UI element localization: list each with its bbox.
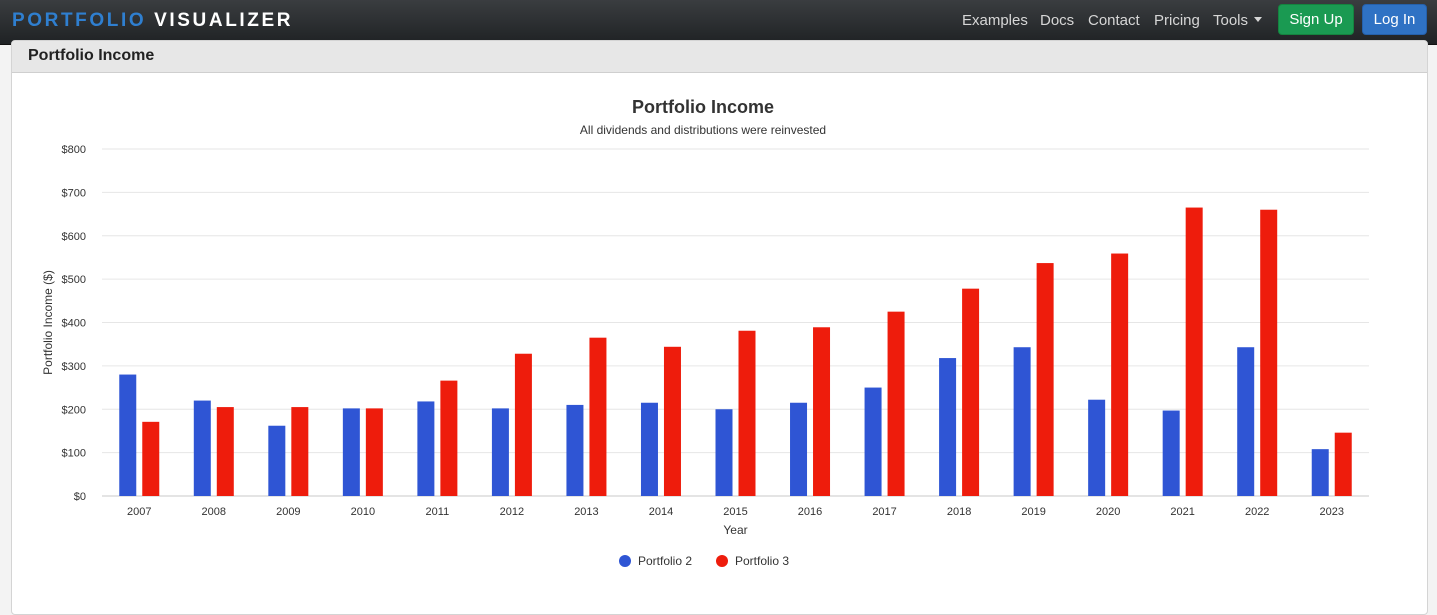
- legend-label-portfolio-3: Portfolio 3: [735, 554, 789, 568]
- panel-title: Portfolio Income: [28, 47, 155, 64]
- bar-portfolio-3-2017: [887, 311, 905, 496]
- bar-portfolio-3-2011: [440, 380, 458, 496]
- bar-portfolio-2-2019: [1013, 347, 1031, 496]
- x-tick-label: 2009: [276, 506, 300, 518]
- x-tick-label: 2021: [1170, 506, 1194, 518]
- bar-portfolio-2-2012: [491, 408, 509, 496]
- bar-portfolio-2-2020: [1088, 399, 1106, 496]
- nav-examples-link[interactable]: Examples: [962, 12, 1028, 29]
- bar-portfolio-2-2010: [342, 408, 360, 496]
- y-tick-label: $300: [62, 361, 86, 373]
- bar-portfolio-2-2023: [1311, 449, 1329, 496]
- bar-portfolio-3-2022: [1260, 209, 1278, 496]
- bar-portfolio-3-2007: [142, 421, 160, 496]
- nav-tools-dropdown[interactable]: Tools: [1213, 12, 1263, 29]
- bar-portfolio-3-2015: [738, 330, 756, 496]
- y-tick-label: $800: [62, 144, 86, 156]
- brand-logo[interactable]: PORTFOLIO VISUALIZER: [12, 10, 293, 32]
- bar-portfolio-2-2016: [790, 402, 808, 496]
- x-axis-label: Year: [723, 523, 747, 537]
- x-tick-label: 2014: [649, 506, 673, 518]
- bar-portfolio-2-2009: [268, 425, 286, 496]
- bar-portfolio-2-2008: [193, 400, 211, 496]
- legend-marker-portfolio-3: [716, 555, 728, 567]
- y-tick-label: $400: [62, 318, 86, 330]
- caret-down-icon: [1254, 17, 1263, 22]
- x-tick-label: 2018: [947, 506, 971, 518]
- bar-portfolio-3-2013: [589, 337, 607, 496]
- x-tick-label: 2010: [351, 506, 375, 518]
- signup-button[interactable]: Sign Up: [1278, 4, 1354, 35]
- x-tick-label: 2008: [202, 506, 226, 518]
- x-tick-label: 2007: [127, 506, 151, 518]
- y-tick-label: $700: [62, 187, 86, 199]
- income-bar-chart: Portfolio Income All dividends and distri…: [41, 97, 1369, 568]
- x-tick-label: 2012: [500, 506, 524, 518]
- bar-portfolio-3-2012: [514, 353, 532, 496]
- x-tick-label: 2016: [798, 506, 822, 518]
- x-tick-label: 2020: [1096, 506, 1120, 518]
- nav-pricing-link[interactable]: Pricing: [1154, 12, 1200, 29]
- bar-portfolio-2-2022: [1237, 347, 1255, 496]
- nav-docs-link[interactable]: Docs: [1040, 12, 1075, 29]
- login-button[interactable]: Log In: [1362, 4, 1427, 35]
- bar-portfolio-2-2007: [119, 374, 137, 496]
- x-tick-label: 2017: [872, 506, 896, 518]
- legend-marker-portfolio-2: [619, 555, 631, 567]
- y-tick-label: $0: [74, 491, 86, 503]
- bar-portfolio-3-2018: [962, 288, 980, 496]
- bar-portfolio-3-2021: [1185, 207, 1203, 496]
- x-tick-label: 2023: [1319, 506, 1343, 518]
- panel-heading: Portfolio Income: [12, 41, 1427, 73]
- x-tick-label: 2011: [426, 506, 450, 518]
- brand-part-visualizer: VISUALIZER: [154, 10, 294, 31]
- top-navbar: PORTFOLIO VISUALIZER Examples Docs Conta…: [0, 0, 1437, 45]
- bar-portfolio-3-2016: [813, 327, 831, 496]
- bar-portfolio-2-2021: [1162, 410, 1180, 496]
- bar-portfolio-2-2018: [939, 358, 957, 496]
- bar-portfolio-3-2020: [1111, 253, 1129, 496]
- bar-portfolio-3-2023: [1334, 432, 1352, 496]
- legend-label-portfolio-2: Portfolio 2: [638, 554, 692, 568]
- x-tick-label: 2019: [1021, 506, 1045, 518]
- bar-portfolio-2-2013: [566, 404, 584, 496]
- bar-portfolio-3-2009: [291, 407, 309, 496]
- y-axis-label: Portfolio Income ($): [41, 270, 55, 375]
- x-tick-label: 2015: [723, 506, 747, 518]
- bar-portfolio-2-2011: [417, 401, 435, 496]
- y-tick-label: $100: [62, 448, 86, 460]
- bar-portfolio-2-2015: [715, 409, 733, 496]
- brand-part-portfolio: PORTFOLIO: [12, 10, 147, 31]
- bar-portfolio-3-2008: [216, 407, 234, 496]
- x-tick-label: 2022: [1245, 506, 1269, 518]
- bar-portfolio-3-2014: [663, 346, 681, 496]
- bar-portfolio-2-2014: [640, 402, 658, 496]
- bar-portfolio-3-2010: [365, 408, 383, 496]
- nav-contact-link[interactable]: Contact: [1088, 12, 1140, 29]
- chart-subtitle: All dividends and distributions were rei…: [580, 123, 826, 137]
- portfolio-income-panel: Portfolio Income Portfolio Income All div…: [11, 40, 1428, 615]
- x-tick-label: 2013: [574, 506, 598, 518]
- chart-title: Portfolio Income: [632, 97, 774, 117]
- bar-portfolio-2-2017: [864, 387, 882, 496]
- y-tick-label: $600: [62, 231, 86, 243]
- nav-tools-label: Tools: [1213, 12, 1249, 29]
- y-tick-label: $200: [62, 404, 86, 416]
- y-tick-label: $500: [62, 274, 86, 286]
- bar-portfolio-3-2019: [1036, 263, 1054, 496]
